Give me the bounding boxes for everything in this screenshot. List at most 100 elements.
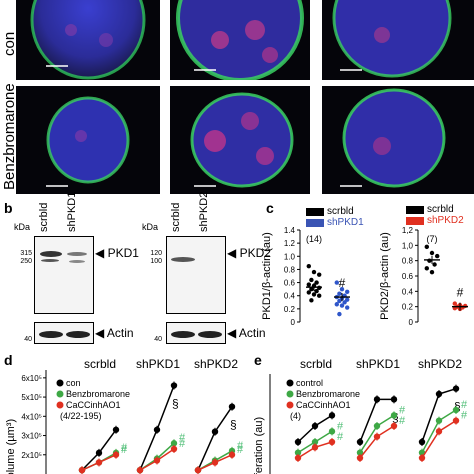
c2-tick-label: 0.8 [402, 257, 414, 266]
blot1-tick-40: 40 [24, 336, 32, 343]
micro-benz-shpkd2 [322, 86, 474, 194]
blot2-tick-40: 40 [154, 336, 162, 343]
c1-point-scrbld [311, 292, 317, 297]
blot2-kda-label: kDa [142, 222, 159, 232]
group-label-shPKD1: shPKD1 [136, 357, 180, 371]
legend-c2-shpkd2-swatch [406, 216, 424, 225]
row-label-benzbromarone: Benzbromarone [1, 83, 18, 190]
c1-tick-label: 0.4 [284, 292, 296, 301]
c2-point-scrbld [435, 253, 440, 259]
sig-section-shPKD2: § [454, 400, 461, 414]
point-Benzbromarone-shPKD1 [170, 440, 178, 447]
y-tick-label: 4x10⁵ [21, 412, 42, 421]
blot1-kda-label: kDa [14, 222, 31, 232]
point-CaCCinhAO1-scrbld [311, 444, 319, 451]
sig-section-shPKD2: § [230, 418, 237, 432]
point-Benzbromarone-scrbld [311, 438, 319, 446]
legend-c1-shpkd1: shPKD1 [306, 217, 364, 228]
c2-point-scrbld [424, 244, 429, 250]
c2-tick-label: 0 [409, 318, 414, 327]
micro-con-scrbld [16, 0, 160, 80]
blot2-band-label-actin: ◀ Actin [227, 326, 266, 340]
panel-c-charts: 0 0.2 0.4 0.6 0.8 1.0 1.2 1.4 PKD1/β-actin (au) (… [261, 226, 468, 327]
c1-point-shPKD1 [337, 298, 342, 304]
c2-tick-label: 0.6 [402, 272, 414, 281]
c1-n-label: (14) [306, 234, 322, 244]
sig-hash-CaCCinhAO1-shPKD2: # [237, 444, 244, 456]
point-control-scrbld [294, 438, 302, 446]
c2-ylabel: PKD2/β-actin (au) [379, 232, 391, 320]
point-CaCCinhAO1-scrbld [328, 438, 336, 446]
point-control-shPKD2 [435, 390, 443, 398]
c1-sig: # [339, 276, 346, 290]
c1-point-shPKD1 [345, 305, 350, 310]
panel-e-label: e [254, 352, 262, 368]
point-CaCCinhAO1-shPKD1 [136, 466, 144, 474]
c1-tick-label: 0.2 [284, 305, 296, 314]
c1-point-scrbld [309, 277, 314, 283]
c1-tick-label: 0 [291, 318, 296, 327]
sig-hash-CaCCinhAO1-shPKD1: # [179, 438, 186, 450]
blot1-band-label-actin: ◀ Actin [95, 326, 134, 340]
sig-hash-Benzbromarone-shPKD1: # [399, 404, 406, 416]
point-Benzbromarone-shPKD1 [356, 449, 364, 456]
c1-tick-label: 1.0 [284, 252, 296, 261]
legend-text-Benzbromarone: Benzbromarone [296, 389, 360, 399]
point-CaCCinhAO1-shPKD1 [153, 457, 161, 464]
legend-c1-scrbld-swatch [306, 207, 324, 216]
micro-benz-shpkd1 [170, 86, 310, 194]
c1-point-scrbld [314, 288, 319, 294]
n-label: (4) [290, 411, 301, 421]
point-CaCCinhAO1-scrbld [112, 451, 120, 458]
blot2-lane-scrbld: scrbld [170, 202, 182, 232]
point-Benzbromarone-shPKD1 [373, 422, 381, 430]
c1-point-shPKD1 [337, 291, 342, 296]
c1-point-scrbld [317, 272, 322, 277]
group-label-shPKD2: shPKD2 [194, 357, 238, 371]
c1-tick-label: 1.4 [284, 226, 296, 235]
sig-hash-CaCCinhAO1-scrbld: # [121, 444, 128, 456]
c1-point-shPKD1 [345, 289, 350, 294]
legend-text-CaCCinhAO1: CaCCinhAO1 [296, 400, 351, 410]
c1-tick-label: 1.2 [284, 239, 296, 248]
sig-hash-Benzbromarone-scrbld: # [121, 442, 128, 454]
point-Benzbromarone-shPKD2 [435, 417, 443, 424]
blot2-tick-120: 120 [150, 250, 162, 257]
c1-point-scrbld [306, 282, 311, 287]
panel-c-label: c [266, 200, 274, 216]
blot2-actin-membrane [166, 322, 226, 344]
panel-d-chart: scrbld shPKD1 shPKD2 2x10⁵ 3x10⁵ 4x10⁵ 5x10⁵ 6x… [5, 357, 244, 474]
legend-dot-control [286, 379, 294, 387]
sig-section-shPKD1: § [172, 397, 179, 411]
point-control-shPKD1 [390, 396, 398, 403]
sig-hash-Benzbromarone-shPKD2: # [237, 440, 244, 452]
y-tick-label: 3x10⁵ [21, 432, 42, 441]
point-con-scrbld [95, 449, 103, 457]
c2-point-scrbld [429, 250, 435, 256]
point-CaCCinhAO1-shPKD2 [418, 454, 426, 462]
legend-text-Benzbromarone: Benzbromarone [66, 389, 130, 399]
c2-tick-label: 0.4 [402, 287, 414, 296]
point-control-scrbld [311, 422, 319, 430]
legend-text-con: con [66, 378, 81, 388]
blot1-lane-scrbld: scrbld [38, 202, 50, 232]
point-CaCCinhAO1-scrbld [95, 459, 103, 466]
c2-point-scrbld [432, 262, 437, 267]
blot2-tick-100: 100 [150, 258, 162, 265]
c1-tick-label: 0.6 [284, 279, 296, 288]
sig-hash-CaCCinhAO1-shPKD1: # [399, 415, 406, 427]
micro-con-shpkd2 [322, 0, 474, 80]
point-CaCCinhAO1-shPKD1 [390, 422, 398, 430]
point-CaCCinhAO1-scrbld [294, 454, 302, 462]
c1-point-shPKD1 [339, 286, 345, 292]
point-control-shPKD2 [418, 438, 426, 446]
c2-n-label: (7) [427, 234, 438, 244]
point-CaCCinhAO1-shPKD1 [373, 433, 381, 440]
point-CaCCinhAO1-scrbld [78, 466, 86, 474]
c1-ylabel: PKD1/β-actin (au) [261, 232, 273, 320]
y-label: oliferation (au) [253, 417, 265, 474]
c2-point-scrbld [424, 266, 429, 271]
blot1-tick-250: 250 [20, 258, 32, 265]
point-control-shPKD1 [373, 396, 381, 403]
